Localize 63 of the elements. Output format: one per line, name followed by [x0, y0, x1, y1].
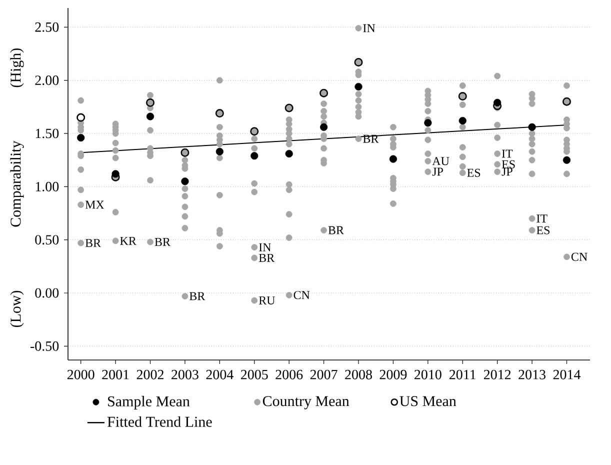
- legend-label: Sample Mean: [108, 396, 190, 410]
- y-axis-title: Comparability: [10, 140, 24, 227]
- point: [285, 150, 293, 158]
- legend-label: US Mean: [400, 396, 456, 406]
- point: [528, 123, 536, 131]
- x-tick-label: 2005: [240, 370, 268, 380]
- y-tick-label: 2.00: [35, 76, 59, 86]
- annotation: BR: [190, 292, 206, 300]
- annotation: ES: [467, 168, 480, 177]
- annotation: CN: [294, 291, 310, 300]
- y-tick-label: 0.50: [35, 235, 59, 245]
- point: [424, 119, 432, 127]
- x-tick-label: 2012: [484, 370, 511, 380]
- x-tick-label: 2010: [414, 370, 442, 380]
- annotation: KR: [120, 236, 136, 245]
- annotation: IT: [502, 150, 513, 158]
- x-tick-label: 2008: [345, 370, 372, 380]
- point: [181, 178, 189, 186]
- x-tick-label: 2000: [67, 370, 94, 380]
- x-tick-label: 2013: [518, 370, 546, 380]
- annotation: BR: [85, 239, 102, 247]
- y-tick-label: 0.00: [35, 288, 59, 298]
- annotation: BR: [154, 238, 170, 246]
- annotation: MX: [85, 200, 104, 209]
- point: [250, 152, 258, 160]
- y-tick-label: 1.00: [36, 182, 59, 192]
- x-tick-label: 2007: [310, 370, 338, 380]
- x-tick-label: 2006: [276, 370, 303, 380]
- point: [320, 123, 328, 131]
- point: [389, 155, 398, 163]
- x-tick-label: 2003: [172, 370, 198, 380]
- x-tick-label: 2001: [102, 370, 129, 380]
- annotation: JP: [432, 168, 443, 176]
- annotation: RU: [258, 296, 276, 304]
- legend-label: Fitted Trend Line: [107, 416, 212, 427]
- annotation: IN: [363, 24, 376, 32]
- annotation: CN: [571, 252, 588, 261]
- y-tick-label: 1.50: [36, 128, 59, 138]
- text: (High): [10, 48, 24, 88]
- annotation: ES: [502, 160, 515, 168]
- x-tick-label: 2011: [449, 370, 476, 380]
- x-tick-label: 2009: [380, 370, 407, 380]
- point: [146, 112, 154, 120]
- annotation: IN: [259, 243, 271, 252]
- point: [216, 148, 224, 156]
- x-tick-label: 2004: [206, 370, 234, 380]
- point: [458, 116, 466, 125]
- y-tick-label: 2.50: [35, 22, 59, 32]
- point: [354, 82, 362, 90]
- annotation: AU: [432, 157, 450, 166]
- annotation: BR: [258, 254, 275, 262]
- point: [76, 113, 86, 122]
- annotation: ES: [536, 226, 550, 234]
- point: [562, 156, 571, 164]
- x-tick-label: 2014: [553, 370, 581, 380]
- annotation: JP: [502, 168, 512, 176]
- annotation: IT: [536, 214, 548, 222]
- x-tick-label: 2002: [136, 370, 164, 380]
- text: (Low): [10, 290, 24, 328]
- point: [77, 134, 85, 142]
- annotation: BR: [328, 226, 344, 234]
- legend-label: Country Mean: [262, 396, 350, 410]
- y-tick-label: -0.50: [30, 341, 59, 351]
